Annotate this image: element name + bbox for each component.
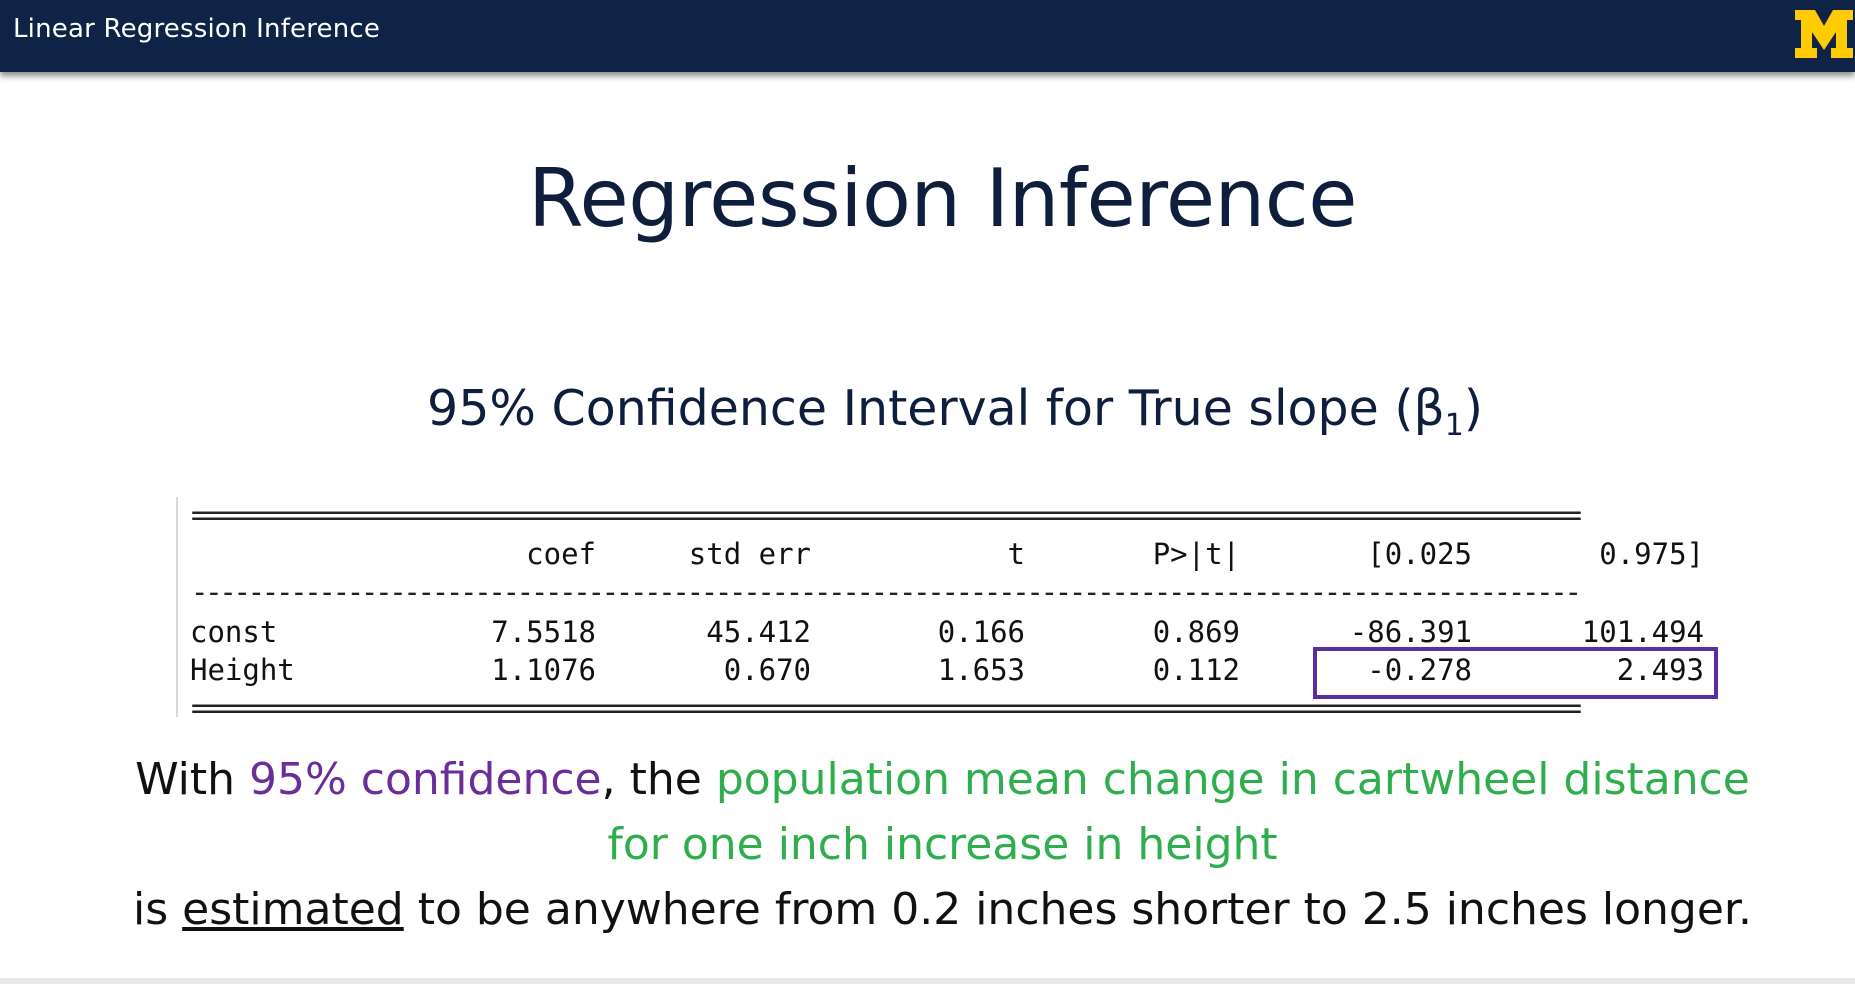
row-std-err: 45.412 (706, 615, 811, 649)
subtitle-text: 95% Confidence Interval for True slope (… (427, 380, 1445, 437)
table-left-border (176, 497, 178, 717)
header-ci-lower: [0.025 (1367, 537, 1472, 571)
statement-parameter: population mean change in cartwheel dist… (715, 754, 1750, 805)
row-t: 1.653 (937, 653, 1025, 687)
subtitle-end: ) (1463, 380, 1483, 437)
statement-line-1: With 95% confidence, the population mean… (0, 754, 1855, 805)
statement-is: is (133, 884, 183, 935)
statement-line-3: is estimated to be anywhere from 0.2 inc… (0, 884, 1855, 935)
row-ci-upper: 101.494 (1581, 615, 1704, 649)
statement-the: , the (601, 754, 716, 805)
statement-estimated: estimated (182, 884, 404, 935)
header-coef: coef (526, 537, 596, 571)
table-rule-top: ========================================… (191, 498, 1582, 532)
table-rule-middle: ----------------------------------------… (191, 575, 1582, 609)
statement-line-2: for one inch increase in height (607, 819, 1278, 870)
slide-header-bar: Linear Regression Inference (0, 0, 1855, 72)
row-coef: 1.1076 (491, 653, 596, 687)
statement-conclusion: to be anywhere from 0.2 inches shorter t… (403, 884, 1752, 935)
row-p-value: 0.869 (1152, 615, 1240, 649)
header-p-value: P>|t| (1152, 537, 1240, 571)
statement-with: With (135, 754, 249, 805)
header-t: t (1007, 537, 1025, 571)
statement-confidence-level: 95% confidence (248, 754, 602, 805)
slide-subtitle: 95% Confidence Interval for True slope (… (0, 380, 1855, 441)
slide-bottom-edge (0, 978, 1855, 984)
header-ci-upper: 0.975] (1599, 537, 1704, 571)
row-coef: 7.5518 (491, 615, 596, 649)
row-ci-lower: -0.278 (1367, 653, 1472, 687)
subtitle-subscript: 1 (1444, 408, 1464, 443)
row-t: 0.166 (937, 615, 1025, 649)
row-std-err: 0.670 (723, 653, 811, 687)
row-name: const (190, 615, 278, 649)
row-name: Height (190, 653, 295, 687)
row-ci-lower: -86.391 (1349, 615, 1472, 649)
row-p-value: 0.112 (1152, 653, 1240, 687)
row-ci-upper: 2.493 (1616, 653, 1704, 687)
table-rule-bottom: ========================================… (191, 691, 1582, 725)
slide-title: Regression Inference (528, 152, 1357, 245)
header-title: Linear Regression Inference (13, 14, 381, 44)
university-logo-icon (1795, 10, 1853, 58)
header-std-err: std err (688, 537, 811, 571)
confidence-interval-highlight-box (1313, 647, 1718, 699)
